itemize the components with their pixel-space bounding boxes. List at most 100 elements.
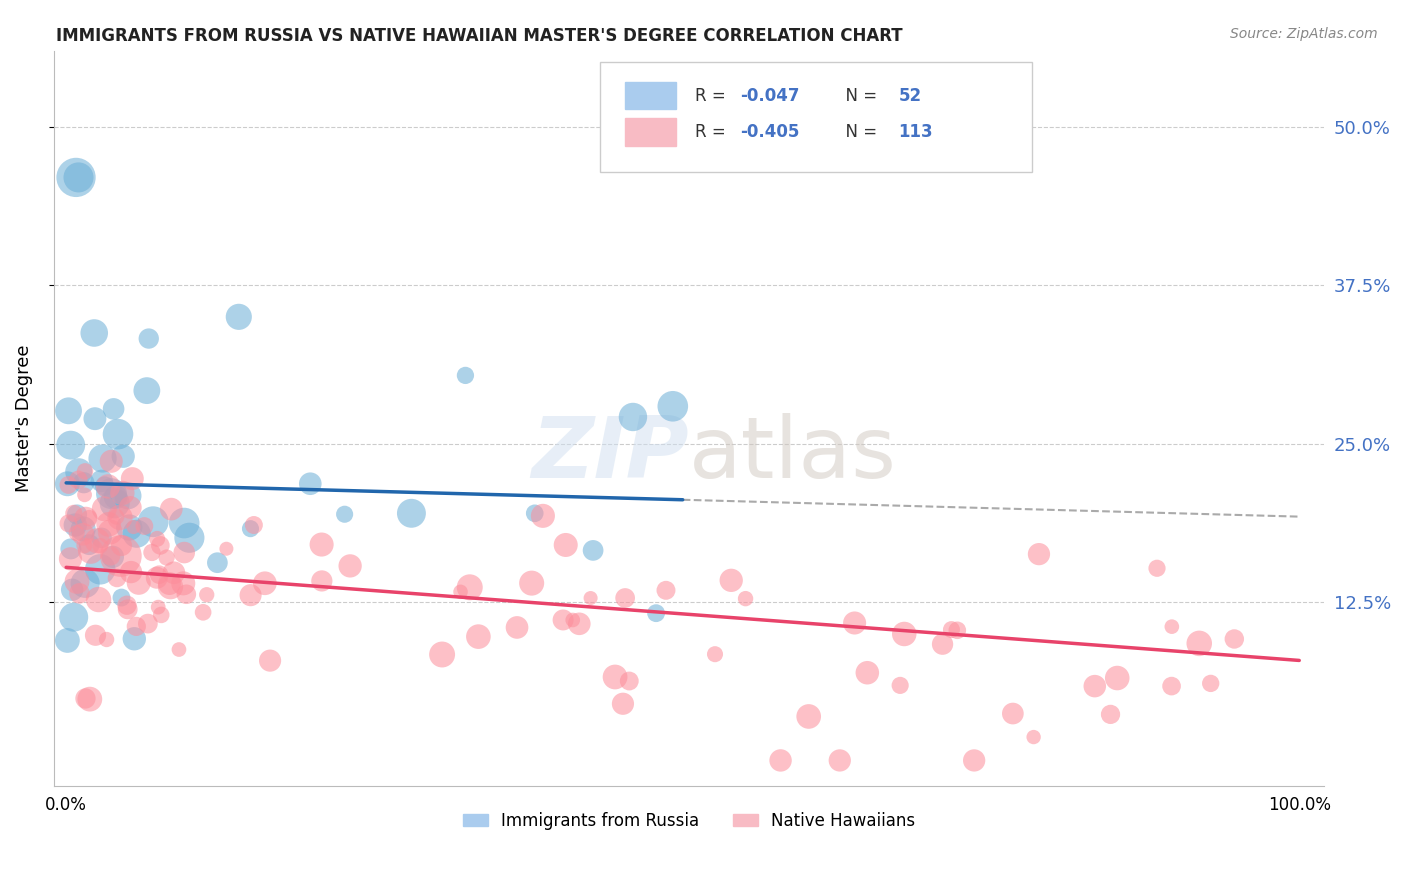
Point [91, 451, 114, 466]
Point [568, 616, 591, 631]
Point [104, 490, 127, 504]
Point [121, 472, 143, 486]
Point [797, 709, 820, 723]
Point [655, 583, 678, 598]
FancyBboxPatch shape [600, 62, 1032, 172]
Point [228, 310, 250, 324]
Point [65, 170, 87, 185]
Point [72, 527, 94, 541]
Point [60, 582, 83, 597]
Point [259, 654, 281, 668]
Point [551, 613, 574, 627]
Point [239, 522, 262, 536]
Point [93, 501, 115, 516]
Point [84, 411, 107, 425]
Point [97, 479, 120, 493]
Point [612, 697, 634, 711]
Point [107, 427, 129, 442]
Point [73, 488, 96, 502]
Point [124, 632, 146, 646]
Point [828, 754, 851, 768]
Point [120, 500, 142, 515]
Point [58, 516, 80, 531]
Point [621, 409, 644, 424]
Point [1223, 632, 1246, 646]
Point [467, 630, 489, 644]
Point [149, 538, 172, 552]
Point [90, 531, 112, 545]
Point [98, 524, 121, 539]
Point [56, 633, 79, 648]
Point [506, 620, 529, 634]
Point [1160, 679, 1182, 693]
Point [66, 508, 89, 522]
Point [75, 576, 97, 591]
Point [173, 516, 195, 530]
Point [62, 506, 84, 520]
Point [520, 576, 543, 591]
Point [108, 510, 131, 524]
Point [148, 600, 170, 615]
Legend: Immigrants from Russia, Native Hawaiians: Immigrants from Russia, Native Hawaiians [456, 805, 922, 837]
Point [159, 576, 181, 591]
Point [889, 678, 911, 692]
Point [118, 520, 141, 534]
Point [58, 404, 80, 418]
Point [111, 486, 134, 500]
Point [117, 489, 139, 503]
Point [105, 509, 128, 524]
Point [450, 584, 472, 599]
Point [97, 517, 120, 532]
Point [769, 754, 792, 768]
Point [523, 506, 546, 520]
Point [619, 673, 641, 688]
Point [1188, 636, 1211, 650]
Point [156, 550, 179, 565]
Point [67, 170, 90, 185]
Point [1099, 707, 1122, 722]
Point [66, 574, 89, 589]
Point [299, 476, 322, 491]
Point [77, 511, 100, 525]
Point [125, 526, 148, 541]
Point [150, 607, 173, 622]
FancyBboxPatch shape [626, 81, 676, 110]
Point [856, 665, 879, 680]
Point [112, 450, 135, 464]
Point [704, 647, 727, 661]
Point [62, 610, 84, 624]
Point [191, 605, 214, 619]
Point [454, 368, 477, 383]
Point [72, 522, 94, 536]
Point [215, 541, 238, 556]
Text: atlas: atlas [689, 414, 897, 497]
Point [110, 539, 132, 553]
Point [172, 576, 194, 591]
Point [100, 549, 122, 563]
Point [77, 538, 100, 552]
Point [75, 511, 97, 525]
Text: R =: R = [695, 87, 731, 104]
Point [66, 526, 89, 541]
Text: -0.405: -0.405 [740, 123, 799, 141]
Point [120, 565, 142, 579]
Point [561, 613, 583, 627]
Point [65, 518, 87, 533]
Point [142, 515, 165, 529]
Point [83, 326, 105, 340]
Point [59, 551, 82, 566]
Point [239, 588, 262, 602]
Point [173, 545, 195, 559]
Point [135, 384, 157, 398]
Point [582, 543, 605, 558]
Point [603, 670, 626, 684]
Text: N =: N = [835, 123, 883, 141]
Point [401, 506, 423, 520]
Point [93, 479, 115, 493]
Point [1022, 730, 1045, 744]
Point [311, 574, 333, 588]
Point [176, 587, 198, 601]
Point [69, 586, 91, 600]
Point [430, 648, 453, 662]
Point [80, 544, 103, 558]
